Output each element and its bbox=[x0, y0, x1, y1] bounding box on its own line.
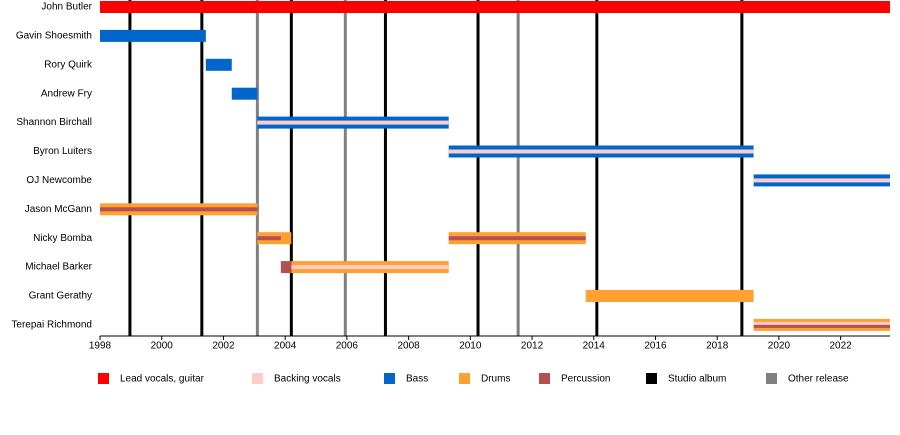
member-label: Michael Barker bbox=[25, 262, 92, 273]
legend-label: Backing vocals bbox=[274, 374, 341, 385]
x-tick-label: 2020 bbox=[768, 341, 791, 352]
role-stripe bbox=[257, 236, 281, 241]
role-bar bbox=[205, 58, 232, 71]
role-bar bbox=[100, 29, 206, 42]
legend-swatch bbox=[539, 373, 550, 384]
legend-label: Percussion bbox=[561, 374, 610, 385]
member-label: Shannon Birchall bbox=[16, 117, 92, 128]
x-tick-label: 2006 bbox=[336, 341, 359, 352]
member-label: Andrew Fry bbox=[41, 88, 92, 99]
legend-label: Studio album bbox=[668, 374, 726, 385]
legend-swatch bbox=[252, 373, 263, 384]
x-tick-label: 2012 bbox=[521, 341, 544, 352]
role-stripe bbox=[100, 207, 258, 212]
role-stripe bbox=[753, 324, 890, 328]
member-label: Terepai Richmond bbox=[11, 320, 92, 331]
role-stripe bbox=[753, 178, 890, 183]
role-bar bbox=[231, 87, 258, 100]
member-label: Rory Quirk bbox=[44, 59, 93, 70]
member-label: OJ Newcombe bbox=[26, 175, 92, 186]
legend-swatch bbox=[459, 373, 470, 384]
role-stripe bbox=[753, 321, 890, 325]
legend-swatch bbox=[646, 373, 657, 384]
role-stripe bbox=[448, 149, 754, 154]
role-bar bbox=[585, 290, 754, 302]
legend-label: Bass bbox=[406, 374, 428, 385]
x-tick-label: 2008 bbox=[397, 341, 420, 352]
role-bar bbox=[280, 261, 292, 274]
legend-swatch bbox=[384, 373, 395, 384]
x-tick-label: 2014 bbox=[583, 341, 606, 352]
member-label: John Butler bbox=[41, 2, 92, 13]
member-label: Jason McGann bbox=[25, 204, 92, 215]
x-tick-label: 2010 bbox=[459, 341, 482, 352]
legend-swatch bbox=[766, 373, 777, 384]
role-bar bbox=[100, 1, 890, 13]
legend-label: Lead vocals, guitar bbox=[120, 374, 205, 385]
legend-label: Drums bbox=[481, 374, 510, 385]
member-label: Nicky Bomba bbox=[33, 233, 92, 244]
x-tick-label: 2018 bbox=[706, 341, 729, 352]
x-tick-label: 1998 bbox=[89, 341, 112, 352]
role-stripe bbox=[257, 120, 449, 125]
legend-swatch bbox=[98, 373, 109, 384]
legend-label: Other release bbox=[788, 374, 849, 385]
member-label: Gavin Shoesmith bbox=[16, 31, 92, 42]
x-tick-label: 2022 bbox=[830, 341, 853, 352]
x-tick-label: 2004 bbox=[274, 341, 297, 352]
x-tick-label: 2000 bbox=[151, 341, 174, 352]
member-label: Grant Gerathy bbox=[29, 291, 92, 302]
role-stripe bbox=[448, 236, 586, 241]
x-tick-label: 2016 bbox=[644, 341, 667, 352]
role-stripe bbox=[291, 265, 449, 270]
x-tick-label: 2002 bbox=[212, 341, 235, 352]
member-label: Byron Luiters bbox=[33, 146, 92, 157]
